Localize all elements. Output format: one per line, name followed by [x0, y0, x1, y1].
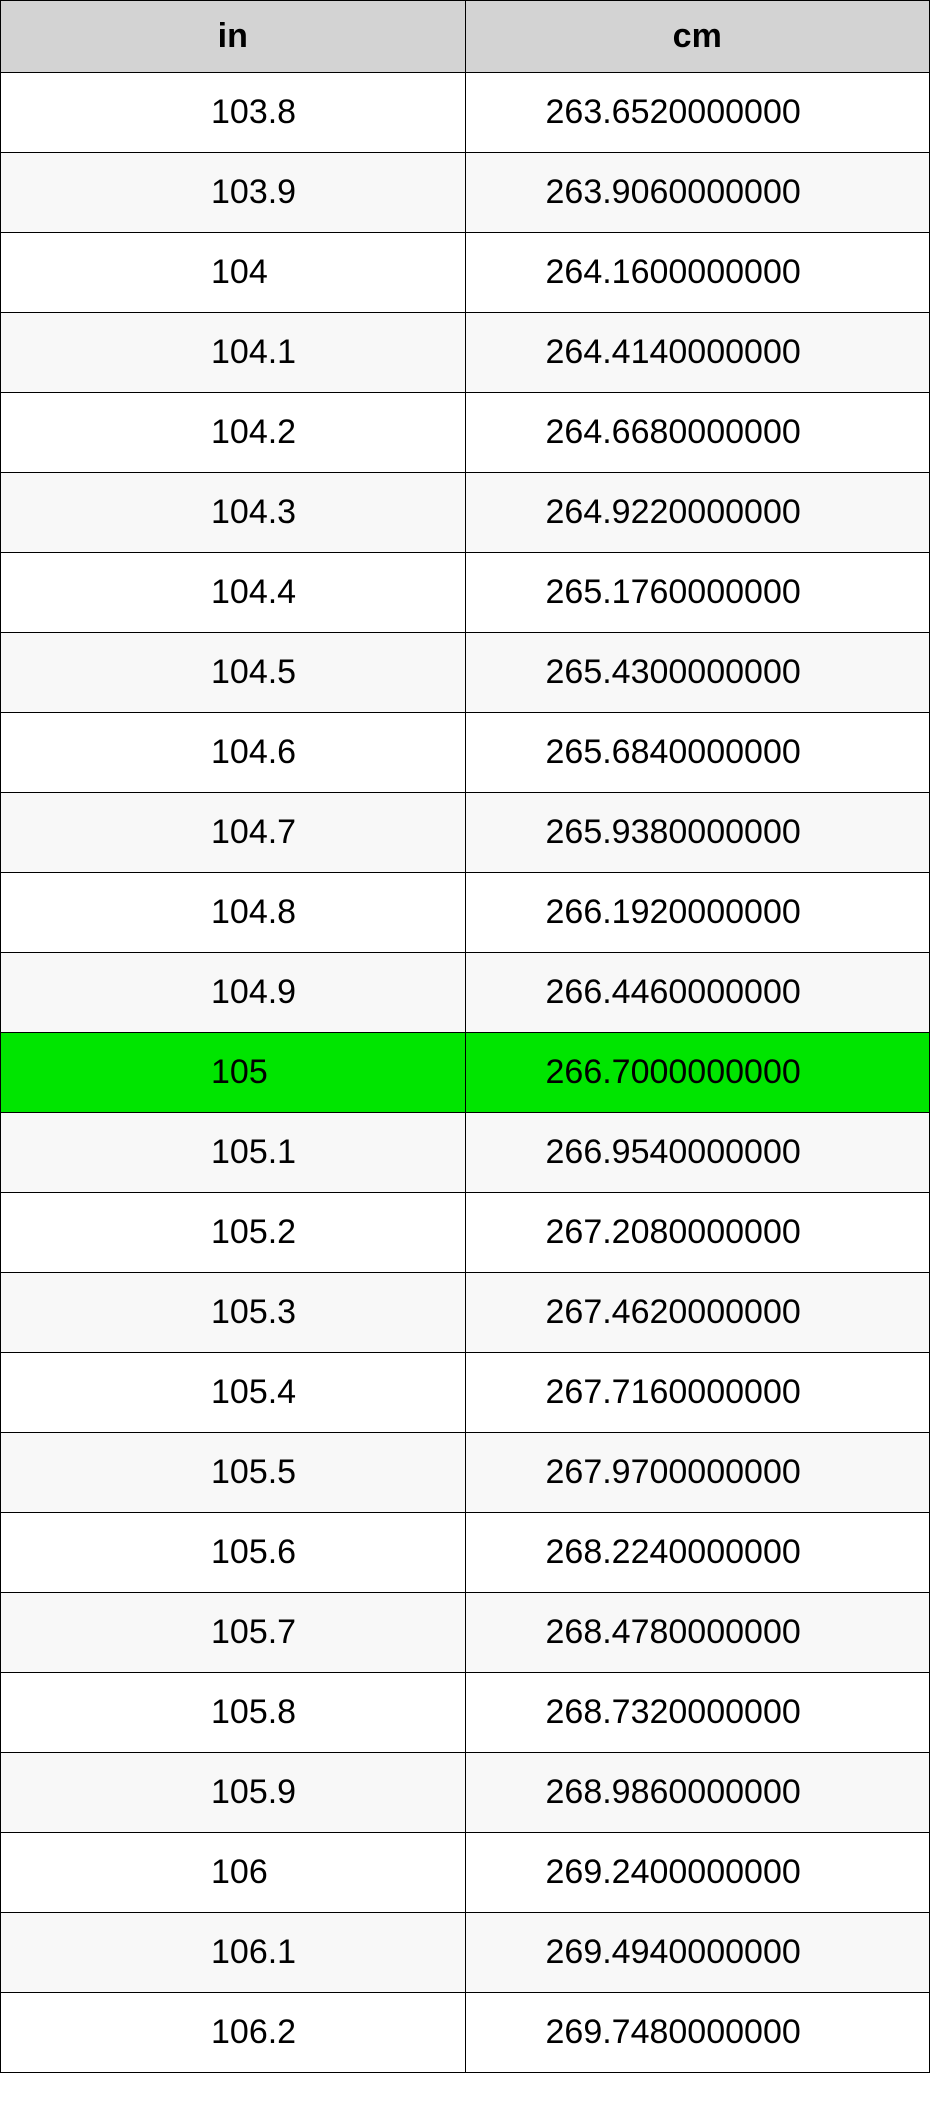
cell-in: 106.2	[1, 1993, 466, 2073]
cell-cm: 263.9060000000	[465, 153, 930, 233]
cell-in: 105.7	[1, 1593, 466, 1673]
table-row: 104.9266.4460000000	[1, 953, 930, 1033]
table-row: 105.5267.9700000000	[1, 1433, 930, 1513]
cell-in: 104.5	[1, 633, 466, 713]
table-header-row: in cm	[1, 1, 930, 73]
cell-in: 105.9	[1, 1753, 466, 1833]
cell-in: 103.9	[1, 153, 466, 233]
cell-cm: 267.2080000000	[465, 1193, 930, 1273]
cell-in: 104.7	[1, 793, 466, 873]
column-header-cm: cm	[465, 1, 930, 73]
cell-in: 103.8	[1, 73, 466, 153]
table-row: 105.6268.2240000000	[1, 1513, 930, 1593]
cell-cm: 268.9860000000	[465, 1753, 930, 1833]
cell-in: 104.9	[1, 953, 466, 1033]
cell-cm: 268.2240000000	[465, 1513, 930, 1593]
table-row: 103.8263.6520000000	[1, 73, 930, 153]
table-row: 106.1269.4940000000	[1, 1913, 930, 1993]
table-row: 104.3264.9220000000	[1, 473, 930, 553]
cell-cm: 265.4300000000	[465, 633, 930, 713]
cell-in: 105.1	[1, 1113, 466, 1193]
cell-cm: 266.9540000000	[465, 1113, 930, 1193]
cell-cm: 266.7000000000	[465, 1033, 930, 1113]
table-row: 105.3267.4620000000	[1, 1273, 930, 1353]
table-row: 105266.7000000000	[1, 1033, 930, 1113]
table-row: 103.9263.9060000000	[1, 153, 930, 233]
table-row: 104.1264.4140000000	[1, 313, 930, 393]
cell-cm: 267.7160000000	[465, 1353, 930, 1433]
cell-cm: 269.2400000000	[465, 1833, 930, 1913]
cell-in: 104	[1, 233, 466, 313]
table-row: 104.8266.1920000000	[1, 873, 930, 953]
cell-cm: 266.1920000000	[465, 873, 930, 953]
cell-in: 104.6	[1, 713, 466, 793]
table-row: 104264.1600000000	[1, 233, 930, 313]
cell-cm: 268.4780000000	[465, 1593, 930, 1673]
cell-cm: 268.7320000000	[465, 1673, 930, 1753]
cell-cm: 266.4460000000	[465, 953, 930, 1033]
table-row: 105.7268.4780000000	[1, 1593, 930, 1673]
table-row: 105.9268.9860000000	[1, 1753, 930, 1833]
cell-in: 104.2	[1, 393, 466, 473]
table-row: 106269.2400000000	[1, 1833, 930, 1913]
cell-in: 105.8	[1, 1673, 466, 1753]
cell-in: 105.3	[1, 1273, 466, 1353]
cell-in: 105.6	[1, 1513, 466, 1593]
table-row: 105.1266.9540000000	[1, 1113, 930, 1193]
cell-cm: 264.1600000000	[465, 233, 930, 313]
cell-cm: 267.9700000000	[465, 1433, 930, 1513]
table-row: 104.7265.9380000000	[1, 793, 930, 873]
cell-in: 104.8	[1, 873, 466, 953]
cell-in: 105.5	[1, 1433, 466, 1513]
cell-in: 104.1	[1, 313, 466, 393]
table-row: 105.2267.2080000000	[1, 1193, 930, 1273]
cell-cm: 269.4940000000	[465, 1913, 930, 1993]
cell-cm: 264.6680000000	[465, 393, 930, 473]
conversion-table: in cm 103.8263.6520000000103.9263.906000…	[0, 0, 930, 2073]
cell-in: 104.3	[1, 473, 466, 553]
table-row: 106.2269.7480000000	[1, 1993, 930, 2073]
cell-in: 105.2	[1, 1193, 466, 1273]
column-header-in: in	[1, 1, 466, 73]
cell-in: 106	[1, 1833, 466, 1913]
table-row: 105.4267.7160000000	[1, 1353, 930, 1433]
cell-cm: 269.7480000000	[465, 1993, 930, 2073]
cell-in: 104.4	[1, 553, 466, 633]
table-row: 104.6265.6840000000	[1, 713, 930, 793]
table-row: 104.5265.4300000000	[1, 633, 930, 713]
cell-cm: 265.1760000000	[465, 553, 930, 633]
table-row: 104.4265.1760000000	[1, 553, 930, 633]
cell-cm: 264.4140000000	[465, 313, 930, 393]
table-row: 105.8268.7320000000	[1, 1673, 930, 1753]
table-row: 104.2264.6680000000	[1, 393, 930, 473]
cell-in: 105	[1, 1033, 466, 1113]
cell-cm: 263.6520000000	[465, 73, 930, 153]
cell-in: 105.4	[1, 1353, 466, 1433]
cell-cm: 264.9220000000	[465, 473, 930, 553]
cell-cm: 265.6840000000	[465, 713, 930, 793]
cell-cm: 267.4620000000	[465, 1273, 930, 1353]
cell-in: 106.1	[1, 1913, 466, 1993]
cell-cm: 265.9380000000	[465, 793, 930, 873]
